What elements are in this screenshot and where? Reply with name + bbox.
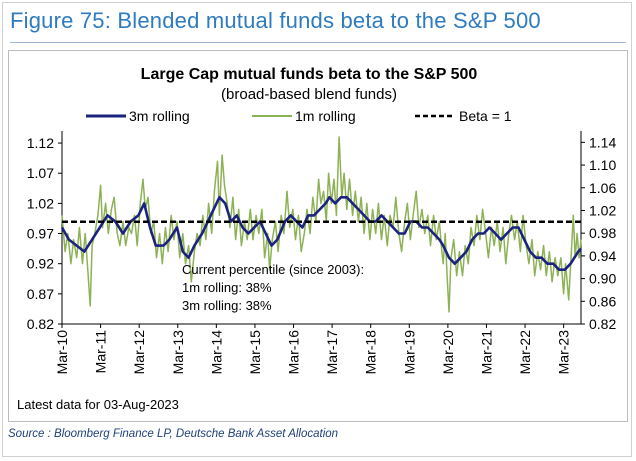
y-left-tick-label: 1.02: [27, 195, 54, 211]
x-tick-label: Mar-11: [93, 330, 109, 374]
x-tick-label: Mar-10: [54, 330, 70, 375]
beta-chart: Large Cap mutual funds beta to the S&P 5…: [17, 66, 616, 412]
y-left-tick-label: 1.12: [27, 135, 54, 151]
legend-label-1m: 1m rolling: [295, 108, 356, 124]
y-left-tick-label: 0.92: [27, 256, 54, 272]
legend-label-3m: 3m rolling: [129, 108, 190, 124]
x-tick-label: Mar-13: [170, 330, 186, 375]
x-tick-label: Mar-14: [208, 330, 224, 375]
x-tick-label: Mar-21: [478, 330, 494, 375]
annotation-line-1: Current percentile (since 2003):: [182, 262, 364, 277]
chart-title: Large Cap mutual funds beta to the S&P 5…: [141, 66, 478, 83]
y-right-tick-label: 1.06: [589, 180, 616, 196]
figure-title: Figure 75: Blended mutual funds beta to …: [10, 8, 541, 33]
legend-label-beta: Beta = 1: [459, 108, 512, 124]
y-right-tick-label: 0.98: [589, 225, 616, 241]
series-line-3m-rolling: [60, 196, 582, 271]
title-divider: [10, 42, 626, 43]
chart-subtitle: (broad-based blend funds): [221, 86, 397, 103]
annotation-line-2: 1m rolling: 38%: [182, 280, 272, 295]
y-left-tick-label: 1.07: [27, 165, 54, 181]
latest-data-note: Latest data for 03-Aug-2023: [17, 397, 179, 412]
y-right-tick-label: 0.82: [589, 316, 616, 332]
y-left-tick-label: 0.82: [27, 316, 54, 332]
x-tick-label: Mar-22: [517, 330, 533, 375]
y-left-tick-label: 0.87: [27, 286, 54, 302]
y-right-tick-label: 0.86: [589, 293, 616, 309]
percentile-annotation: Current percentile (since 2003): 1m roll…: [182, 262, 364, 313]
y-right-tick-label: 1.14: [589, 134, 616, 150]
x-tick-label: Mar-18: [363, 330, 379, 375]
x-tick-label: Mar-19: [401, 330, 417, 375]
y-right-tick-label: 1.02: [589, 202, 616, 218]
x-tick-label: Mar-12: [131, 330, 147, 375]
annotation-line-3: 3m rolling: 38%: [182, 298, 272, 313]
y-right-tick-label: 0.90: [589, 271, 616, 287]
x-tick-label: Mar-16: [286, 330, 302, 375]
legend: 3m rolling 1m rolling Beta = 1: [86, 108, 512, 124]
y-right-tick-label: 0.94: [589, 248, 616, 264]
x-tick-label: Mar-23: [556, 330, 572, 375]
chart-panel: Large Cap mutual funds beta to the S&P 5…: [8, 50, 628, 422]
x-tick-label: Mar-15: [247, 330, 263, 375]
y-right-tick-label: 1.10: [589, 157, 616, 173]
x-tick-label: Mar-17: [324, 330, 340, 375]
series-line-1m-rolling: [61, 136, 582, 313]
plot-area: [60, 136, 582, 313]
x-tick-label: Mar-20: [440, 330, 456, 375]
source-note: Source : Bloomberg Finance LP, Deutsche …: [8, 428, 339, 440]
y-left-tick-label: 0.97: [27, 226, 54, 242]
figure-frame: [2, 2, 632, 457]
axes: 0.82 0.87 0.92 0.97 1.02 1.07 1.12 0.82 0.86 0.90…: [27, 131, 616, 375]
